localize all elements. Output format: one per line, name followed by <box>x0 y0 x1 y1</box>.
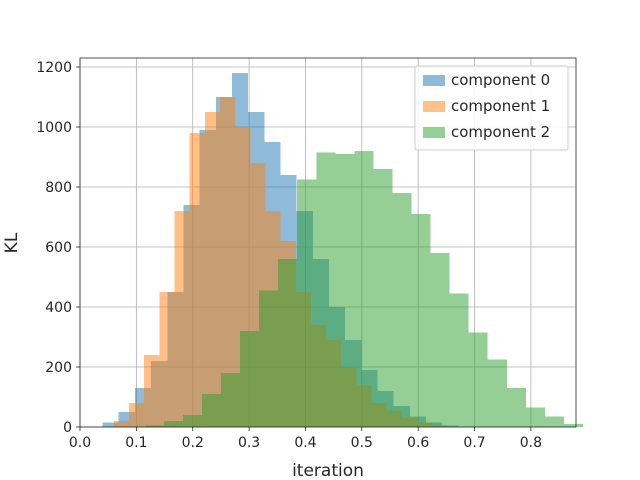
histogram-bar <box>102 422 119 427</box>
y-tick-label: 800 <box>45 180 72 196</box>
histogram-bar <box>297 179 317 427</box>
x-axis-label: iteration <box>292 461 364 480</box>
histogram-bar <box>259 290 279 427</box>
legend-label: component 1 <box>451 97 550 115</box>
y-tick-label: 1200 <box>36 60 72 76</box>
x-tick-label: 0.2 <box>182 435 204 451</box>
x-tick-label: 0.7 <box>463 435 485 451</box>
y-axis-ticks: 0 200 400 600 800 1000 1200 <box>36 60 80 436</box>
y-tick-label: 1000 <box>36 120 72 136</box>
legend-swatch <box>423 101 445 112</box>
histogram-bar <box>525 407 545 427</box>
histogram-bar <box>163 421 183 427</box>
histogram-bar <box>544 416 564 427</box>
x-tick-label: 0.5 <box>351 435 373 451</box>
x-tick-label: 0.6 <box>407 435 429 451</box>
histogram-bar <box>182 415 202 427</box>
histogram-bar <box>204 112 220 427</box>
x-axis-ticks: 0.0 0.1 0.2 0.3 0.4 0.5 0.6 0.7 0.8 <box>69 427 542 451</box>
histogram-bar <box>506 388 526 427</box>
y-tick-label: 400 <box>45 300 72 316</box>
histogram-bar <box>240 331 260 427</box>
histogram-bar <box>373 169 393 427</box>
x-tick-label: 0.4 <box>294 435 316 451</box>
histogram-bar <box>144 425 164 427</box>
histogram-bar <box>430 253 450 427</box>
histogram-bar <box>563 424 583 427</box>
histogram-bar <box>316 152 336 427</box>
histogram-bar <box>354 151 374 427</box>
histogram-bar <box>219 97 236 427</box>
histogram-bar <box>174 211 190 427</box>
legend-swatch <box>423 127 445 138</box>
histogram-bar <box>468 332 488 427</box>
histogram-bar <box>221 373 241 427</box>
histogram-bar <box>144 355 160 427</box>
histogram-bar <box>335 154 355 427</box>
histogram-bar <box>487 359 507 427</box>
y-tick-label: 600 <box>45 240 72 256</box>
axes-frame <box>79 57 577 428</box>
histogram-bars <box>102 73 583 427</box>
histogram-bar <box>278 259 298 427</box>
x-tick-label: 0.0 <box>69 435 91 451</box>
legend-label: component 0 <box>451 71 550 89</box>
histogram-bar <box>113 421 129 427</box>
legend-label: component 2 <box>451 123 550 141</box>
y-tick-label: 200 <box>45 360 72 376</box>
x-tick-label: 0.8 <box>520 435 542 451</box>
histogram-bar <box>392 193 412 427</box>
histogram-bar <box>411 214 431 427</box>
y-tick-label: 0 <box>63 420 72 436</box>
legend: component 0 component 1 component 2 <box>414 65 569 151</box>
x-tick-label: 0.1 <box>125 435 147 451</box>
histogram-bar <box>128 403 145 427</box>
series-2-bars <box>144 151 583 427</box>
x-tick-label: 0.3 <box>238 435 260 451</box>
histogram-bar <box>189 133 205 427</box>
y-axis-label: KL <box>2 232 22 253</box>
histogram-bar <box>159 292 175 427</box>
legend-swatch <box>423 75 445 86</box>
legend-box <box>414 65 569 151</box>
histogram-bar <box>449 293 469 427</box>
histogram-bar <box>201 394 222 427</box>
